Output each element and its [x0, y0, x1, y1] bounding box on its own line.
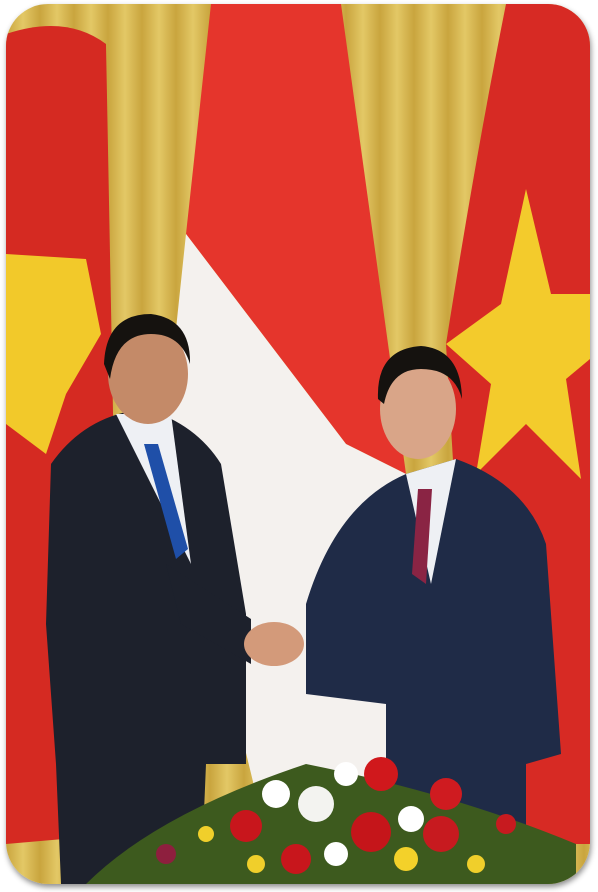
person-right-tie: [412, 489, 432, 584]
flower: [156, 844, 176, 864]
flower: [351, 812, 391, 852]
flower: [298, 786, 334, 822]
flower-greenery: [86, 764, 576, 884]
flower: [230, 810, 262, 842]
flower: [262, 780, 290, 808]
flower: [281, 844, 311, 874]
flower: [198, 826, 214, 842]
person-left-tie: [144, 444, 188, 559]
flower: [430, 778, 462, 810]
flower: [496, 814, 516, 834]
photo: [6, 4, 590, 884]
flowers: [156, 757, 516, 874]
person-left-hair: [104, 314, 191, 379]
flag-right-star: [446, 189, 590, 479]
person-right-face: [380, 359, 456, 459]
flower: [394, 847, 418, 871]
person-right-hair: [377, 346, 462, 404]
flower: [247, 855, 265, 873]
person-left-suit: [46, 409, 246, 884]
person-left-arm: [166, 564, 251, 664]
flower: [324, 842, 348, 866]
flower: [398, 806, 424, 832]
person-right-suit: [306, 459, 561, 884]
flower: [334, 762, 358, 786]
flower: [467, 855, 485, 873]
flag-left-star: [6, 254, 101, 454]
person-left-face: [108, 324, 188, 424]
handshake: [244, 622, 304, 666]
flower: [423, 816, 459, 852]
flower: [364, 757, 398, 791]
photo-frame: [6, 4, 590, 884]
flag-indonesia-red: [186, 4, 406, 474]
